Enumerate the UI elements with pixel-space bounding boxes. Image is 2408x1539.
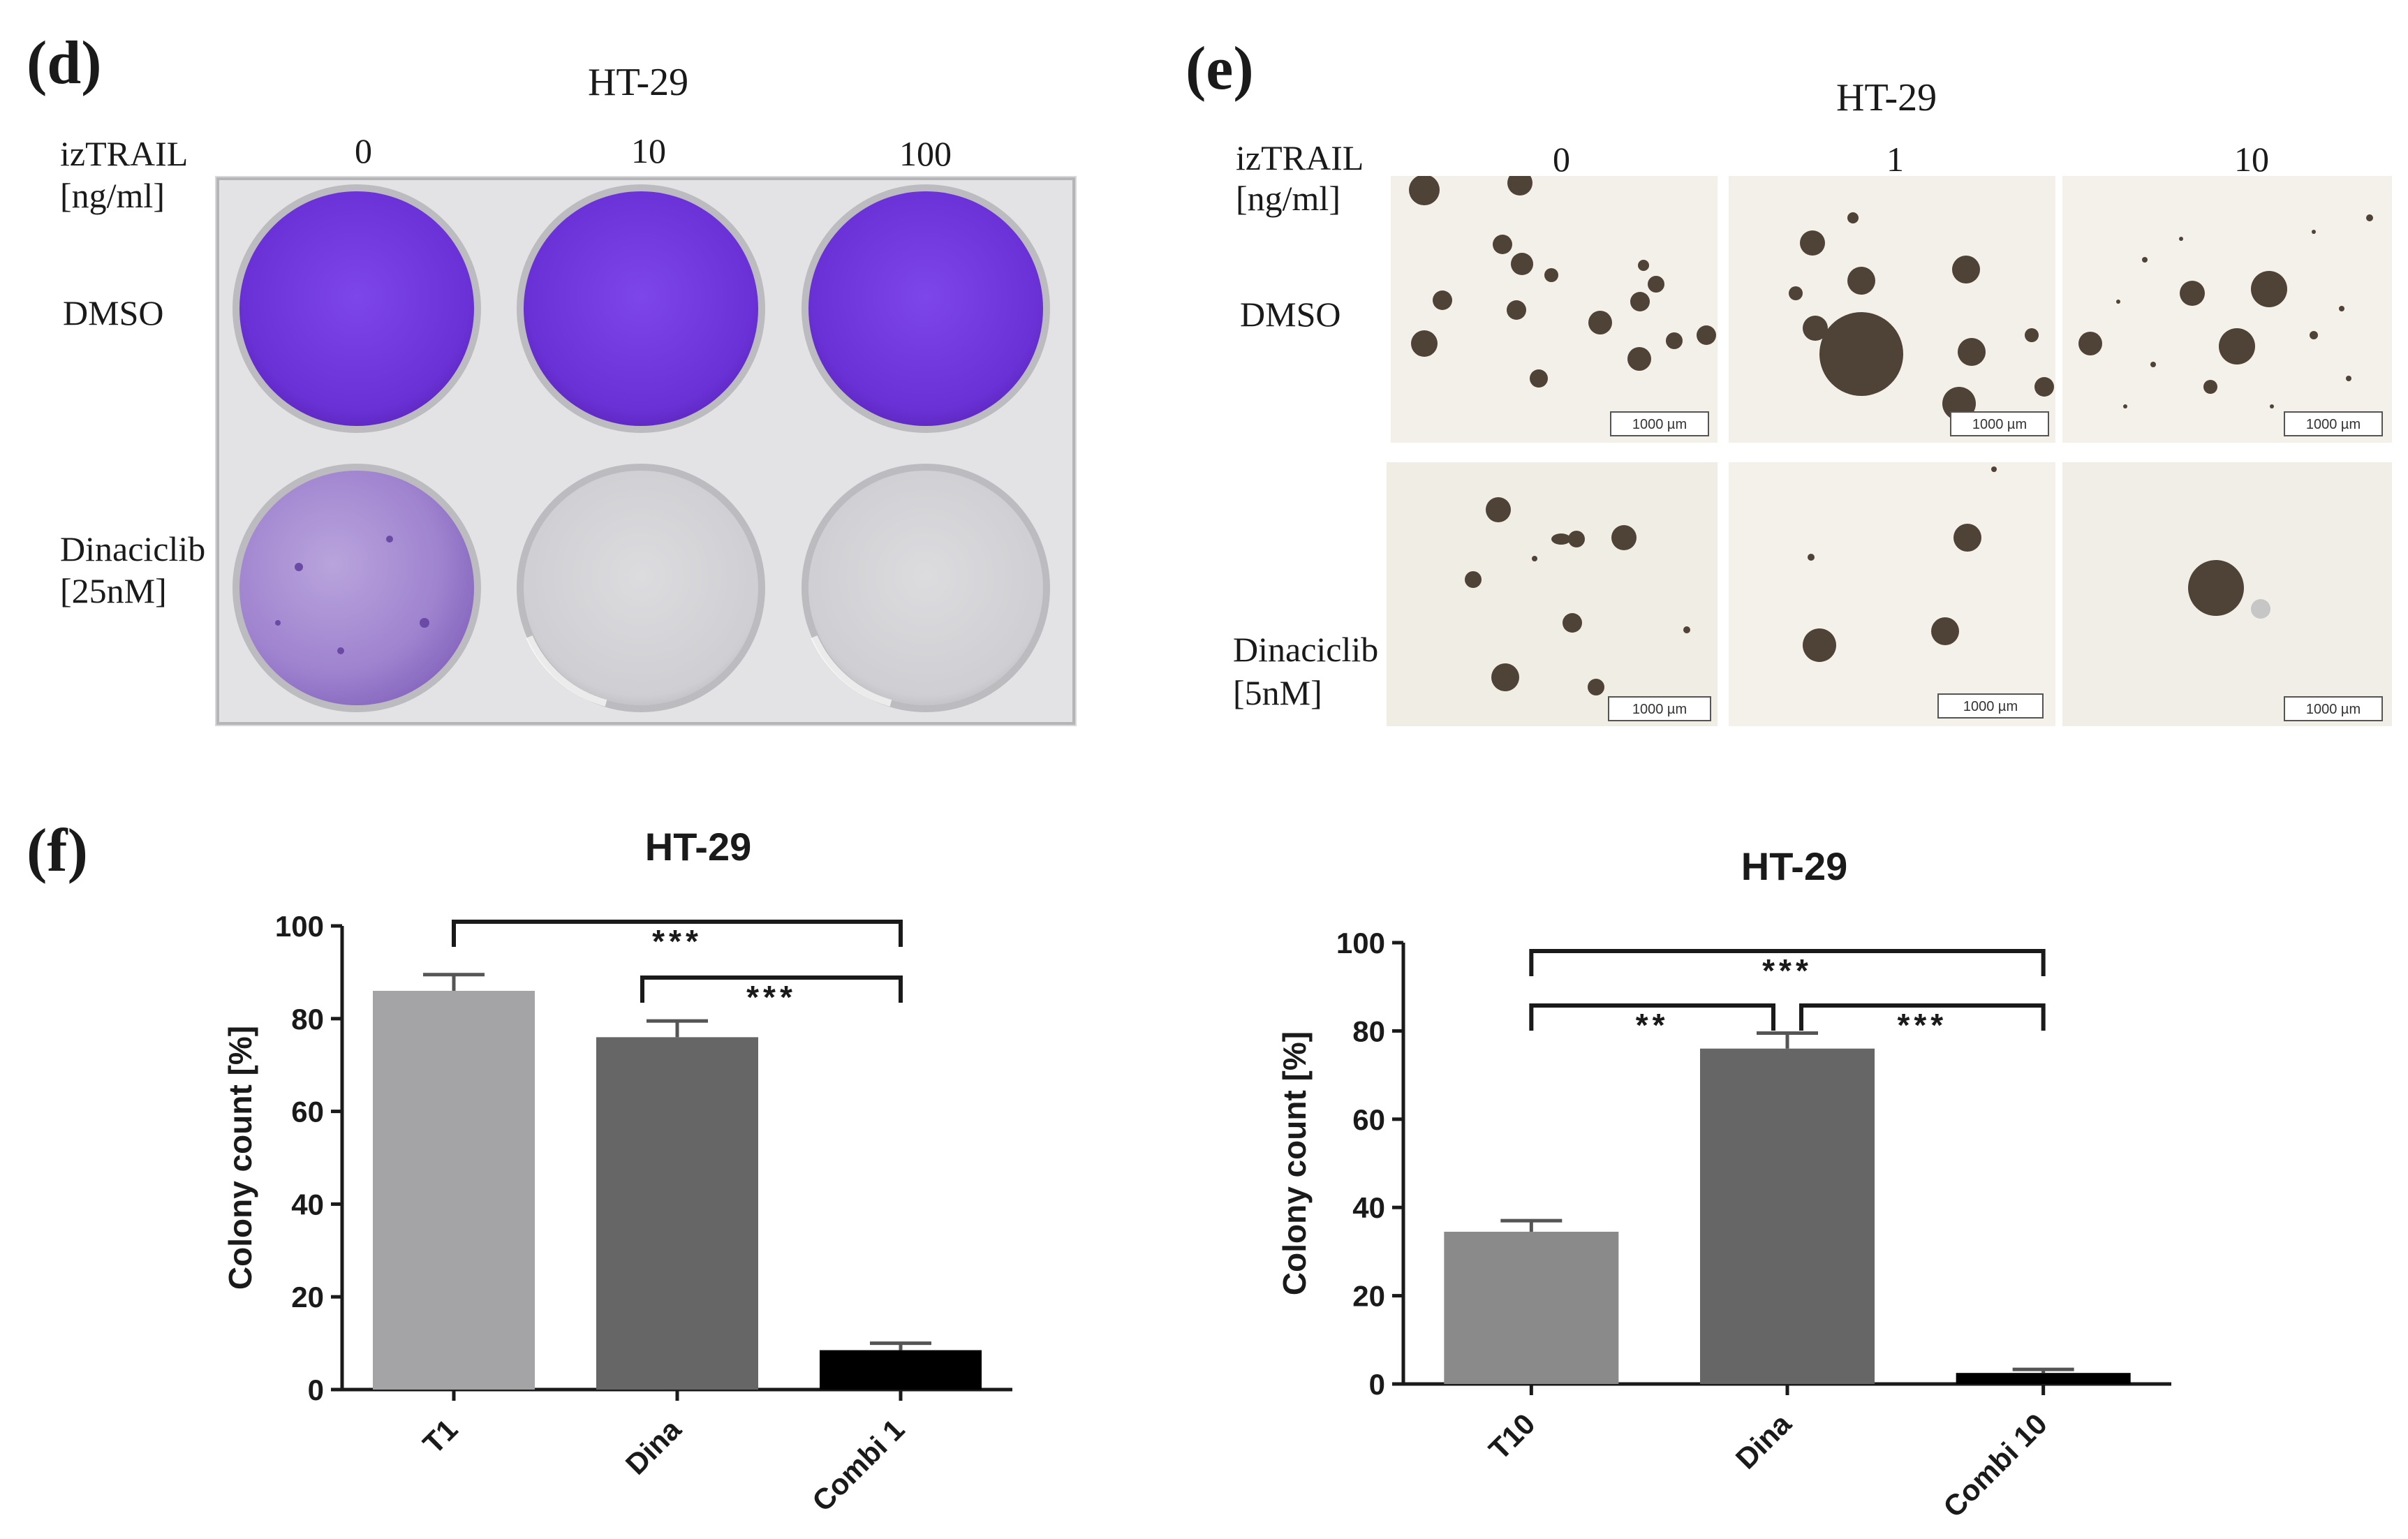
chart-title: HT-29	[645, 825, 752, 869]
y-tick-label: 40	[1352, 1191, 1385, 1224]
well-dmso-100	[802, 184, 1050, 433]
bar-combi-1	[820, 1350, 982, 1390]
well-dinaciclib-0	[232, 464, 481, 712]
y-axis-label: Colony count [%]	[1276, 1031, 1313, 1295]
micrograph-dmso-1: 1000 µm	[1729, 176, 2055, 443]
bar-t10	[1444, 1231, 1619, 1384]
significance-bracket	[1529, 1003, 1775, 1031]
panel-e-dose-label: izTRAIL	[1236, 138, 1364, 177]
significance-label: ***	[746, 979, 797, 1015]
panel-e-dose-1: 1	[1886, 140, 1904, 179]
bar-t1	[373, 990, 535, 1390]
well-dmso-0	[232, 184, 481, 433]
significance-label: ***	[652, 923, 702, 959]
micrograph-dinaciclib-2: 1000 µm	[2062, 462, 2392, 726]
y-tick-label: 40	[291, 1188, 324, 1221]
panel-e-row-label-dinaciclib: Dinaciclib	[1233, 630, 1379, 669]
x-tick-label: Dina	[1729, 1407, 1798, 1475]
panel-d-title: HT-29	[588, 61, 689, 104]
y-axis-label: Colony count [%]	[222, 1026, 258, 1290]
significance-bracket	[452, 920, 903, 947]
panel-d-letter: (d)	[27, 29, 102, 97]
bar-dina	[596, 1037, 758, 1390]
panel-d-row-label-dinaciclib: Dinaciclib	[60, 529, 206, 568]
bar-combi-10	[1956, 1373, 2131, 1384]
panel-e-row-label-dmso: DMSO	[1240, 295, 1341, 334]
significance-bracket	[1799, 1003, 2046, 1031]
y-tick-label: 100	[275, 910, 324, 943]
well-dinaciclib-10	[517, 464, 765, 712]
y-tick-label: 80	[291, 1003, 324, 1036]
y-tick-label: 0	[1369, 1368, 1385, 1401]
panel-d-dose-1: 10	[631, 131, 666, 170]
y-tick-label: 60	[1352, 1103, 1385, 1136]
well-plate-photo	[215, 176, 1077, 726]
scale-bar-label: 1000 µm	[1972, 417, 2027, 432]
y-tick-label: 0	[308, 1374, 324, 1406]
panel-e-dose-unit: [ng/ml]	[1236, 179, 1340, 218]
panel-d-dose-2: 100	[899, 134, 952, 173]
scale-bar-label: 1000 µm	[2306, 417, 2361, 432]
y-tick-label: 20	[291, 1281, 324, 1313]
scale-bar-label: 1000 µm	[1632, 702, 1687, 717]
micrograph-dinaciclib-0: 1000 µm	[1387, 462, 1718, 726]
significance-label: ***	[1897, 1007, 1947, 1043]
panel-e-row-label-conc: [5nM]	[1233, 673, 1322, 712]
panel-d-row-label-dmso: DMSO	[63, 293, 164, 332]
panel-d-dose-label: izTRAIL	[60, 134, 189, 173]
micrograph-dinaciclib-1: 1000 µm	[1729, 462, 2055, 726]
panel-d-dose-0: 0	[355, 131, 372, 170]
significance-label: **	[1636, 1007, 1669, 1043]
scale-bar-label: 1000 µm	[2306, 702, 2361, 717]
well-dinaciclib-100	[802, 464, 1050, 712]
bar-dina	[1700, 1048, 1875, 1384]
panel-e-title: HT-29	[1836, 76, 1937, 119]
chart-left: HT-29 Colony count [%] 0 20 40 60 80 100 T1 Dina C…	[222, 825, 1012, 1518]
y-tick-label: 60	[291, 1096, 324, 1128]
micrograph-dmso-2: 1000 µm	[2062, 176, 2392, 443]
micrograph-dmso-0: 1000 µm	[1391, 176, 1718, 443]
chart-right: HT-29 Colony count [%] 0 20 40 60 80 100 T10 Dina…	[1276, 844, 2171, 1524]
panel-d-row-label-conc: [25nM]	[60, 571, 167, 610]
x-tick-label: T1	[416, 1413, 464, 1460]
panel-e-dose-2: 10	[2234, 140, 2269, 179]
panel-e-letter: (e)	[1185, 35, 1254, 103]
x-tick-label: Dina	[619, 1413, 688, 1481]
scale-bar-label: 1000 µm	[1632, 417, 1687, 432]
panel-f-letter: (f)	[27, 817, 88, 885]
y-tick-label: 20	[1352, 1280, 1385, 1313]
well-dmso-10	[517, 184, 765, 433]
y-tick-label: 80	[1352, 1015, 1385, 1047]
x-tick-label: Combi 1	[806, 1413, 910, 1517]
chart-title: HT-29	[1741, 844, 1848, 888]
significance-bracket	[640, 975, 903, 1003]
x-tick-label: T10	[1482, 1407, 1541, 1466]
panel-e-dose-0: 0	[1553, 140, 1570, 179]
x-tick-label: Combi 10	[1937, 1407, 2053, 1524]
significance-bracket	[1529, 949, 2046, 976]
scale-bar-label: 1000 µm	[1963, 699, 2018, 714]
y-tick-label: 100	[1336, 927, 1385, 959]
panel-d-dose-unit: [ng/ml]	[60, 176, 165, 215]
significance-label: ***	[1762, 952, 1812, 989]
